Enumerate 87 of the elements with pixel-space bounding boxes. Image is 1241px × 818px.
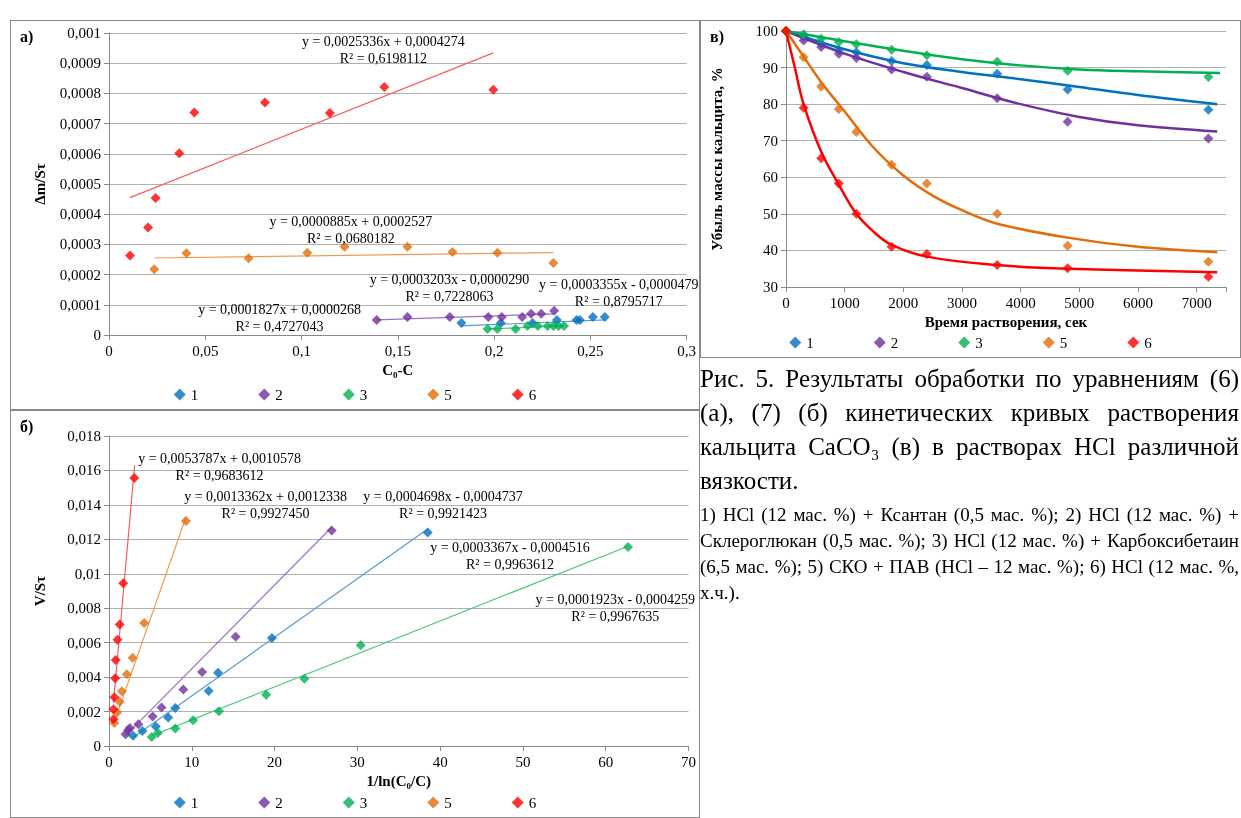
annotation: y = 0,0001923x - 0,0004259 R² = 0,9967635 [535, 591, 696, 624]
chart-title: а) [20, 27, 34, 46]
x-tick-label: 70 [681, 753, 696, 770]
y-tick-label: 0,0004 [59, 206, 102, 223]
y-tick-label: 40 [763, 242, 778, 259]
x-tick-label: 60 [598, 753, 614, 770]
annotation: y = 0,0001827x + 0,0000268 R² = 0,4727043 [198, 302, 361, 335]
legend-label: 2 [275, 386, 283, 403]
x-tick-label: 40 [432, 753, 448, 770]
x-tick-label: 0,2 [484, 342, 504, 359]
y-tick-label: 0,0005 [59, 176, 101, 192]
annotation: y = 0,0025336x + 0,0004274 R² = 0,6198112 [301, 34, 465, 67]
legend-label: 5 [1059, 334, 1068, 351]
legend-label: 3 [359, 386, 368, 403]
y-tick-label: 90 [763, 59, 778, 76]
annotation: y = 0,0013362x + 0,0012338 R² = 0,9927450 [184, 489, 347, 522]
y-tick-label: 0,0006 [59, 145, 102, 162]
y-tick-label: 0,004 [67, 669, 102, 686]
annotation: y = 0,0000885x + 0,0002527 R² = 0,0680182 [269, 213, 433, 246]
y-tick-label: 0,014 [67, 496, 102, 513]
x-tick-label: 5000 [1064, 294, 1095, 311]
legend-label: 5 [444, 386, 452, 403]
x-tick-label: 0,25 [577, 342, 604, 359]
x-tick-label: 30 [349, 753, 365, 770]
x-tick-label: 1000 [829, 294, 860, 311]
chart-title: в) [710, 27, 724, 46]
y-tick-label: 0,0007 [59, 115, 102, 132]
y-tick-label: 0,0001 [59, 296, 101, 313]
y-tick-label: 0,0008 [59, 85, 101, 102]
x-tick-label: 0 [105, 342, 113, 359]
x-tick-label: 0,15 [384, 342, 411, 359]
annotation: y = 0,0003203x - 0,0000290 R² = 0,7228063 [369, 271, 530, 304]
y-tick-label: 0,01 [74, 565, 101, 582]
legend-label: 2 [275, 794, 283, 811]
x-tick-label: 7000 [1181, 294, 1212, 311]
legend-label: 2 [890, 334, 899, 351]
annotation: y = 0,0003367x - 0,0004516 R² = 0,9963612 [430, 539, 590, 572]
y-tick-label: 60 [763, 169, 778, 186]
y-tick-label: 0,018 [67, 428, 101, 444]
y-axis-title: Убыль массы кальцита, % [708, 67, 725, 251]
x-tick-label: 2000 [888, 294, 919, 311]
y-tick-label: 30 [763, 279, 778, 295]
y-tick-label: 0,016 [67, 462, 102, 479]
legend-label: 3 [359, 794, 368, 811]
x-tick-label: 10 [184, 753, 200, 770]
x-tick-label: 0,3 [677, 342, 696, 359]
x-tick-label: 6000 [1123, 294, 1153, 311]
y-tick-label: 0,002 [67, 703, 101, 720]
legend-label: 6 [528, 386, 537, 403]
text: Рис. 5. Результаты обработки по уравнениям (6) (а), (7) (б) кинетических кривых растворения кальцита CaCO₃ (в) в растворах HCl различной вязкости. [700, 364, 1239, 496]
x-tick-label: 0 [782, 294, 790, 311]
y-tick-label: 80 [763, 96, 778, 113]
y-tick-label: 50 [763, 205, 778, 222]
y-tick-label: 0 [93, 327, 101, 343]
legend-label: 6 [1144, 334, 1153, 351]
annotation: y = 0,0004698x - 0,0004737 R² = 0,9921423 [363, 489, 523, 522]
y-tick-label: 0,0009 [59, 55, 101, 72]
y-tick-label: 0,006 [67, 634, 102, 651]
y-axis-title: V/Sτ [31, 575, 48, 607]
y-tick-label: 0,0002 [59, 266, 101, 283]
x-tick-label: 50 [515, 753, 531, 770]
x-tick-label: 0,1 [292, 342, 311, 359]
y-tick-label: 0,001 [67, 25, 101, 41]
text: 1) HCl (12 мас. %) + Ксантан (0,5 мас. %); 2) HCl (12 мас. %) + Склероглюкан (0,5 мас. %); 3) HCl (12 мас. %) + Карбоксибетаин (6,5 мас. %); 5) СКО + ПАВ (HCl – 12 мас. %); 6) HCl (12 мас. %, х.ч.). [700, 503, 1239, 605]
x-tick-label: 0 [105, 753, 113, 770]
legend-label: 6 [528, 794, 537, 811]
legend-label: 1 [190, 386, 199, 403]
y-tick-label: 0 [93, 738, 101, 754]
chart-title: б) [20, 417, 34, 436]
y-tick-label: 100 [755, 23, 778, 39]
y-axis-title: Δm/Sτ [31, 163, 48, 205]
annotation: y = 0,0003355x - 0,0000479 R² = 0,8795717 [539, 277, 699, 310]
x-axis-title: 1/ln(C₀/C) [366, 773, 431, 791]
y-tick-label: 0,0003 [59, 236, 101, 253]
legend-label: 1 [806, 334, 814, 351]
y-tick-label: 70 [763, 132, 778, 149]
legend-label: 1 [190, 794, 199, 811]
x-tick-label: 20 [267, 753, 283, 770]
legend-label: 3 [975, 334, 983, 351]
y-tick-label: 0,008 [67, 600, 101, 617]
x-tick-label: 4000 [1005, 294, 1036, 311]
x-tick-label: 0,05 [192, 342, 219, 359]
legend-label: 5 [444, 794, 452, 811]
y-tick-label: 0,012 [67, 531, 101, 548]
x-axis-title: Время растворения, сек [924, 314, 1088, 331]
x-tick-label: 3000 [947, 294, 977, 311]
x-axis-title: C₀-C [382, 362, 414, 379]
